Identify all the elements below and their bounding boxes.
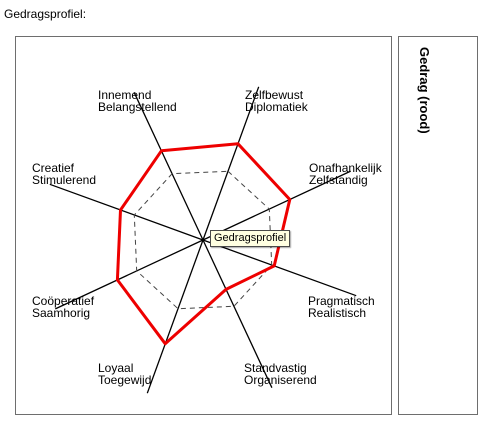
radar-axis-label: Zelfbewust Diplomatiek	[245, 88, 309, 114]
radar-axis-label: Pragmatisch Realistisch	[308, 294, 375, 320]
radar-axis-line	[133, 92, 204, 241]
radar-axis-label: Loyaal Toegewijd	[98, 361, 151, 387]
profile-polygon	[115, 142, 292, 346]
reference-polygon	[133, 170, 273, 310]
radar-axis-line	[49, 183, 204, 241]
radar-axis-label: Creatief Stimulerend	[32, 161, 96, 187]
radar-axis-label: Coöperatief Saamhorig	[32, 294, 95, 320]
radar-axis-label: Onafhankelijk Zelfstandig	[309, 161, 383, 187]
legend-panel: Gedrag (rood)	[398, 36, 478, 415]
radar-chart: Zelfbewust Diplomatiek Onafhankelijk Zelfst…	[32, 86, 383, 394]
radar-axis-line	[55, 239, 204, 310]
radar-axis-line	[202, 239, 273, 388]
radar-axis-line	[202, 239, 357, 297]
radar-axis-line	[202, 170, 351, 241]
section-title: Gedragsprofiel:	[4, 7, 87, 21]
radar-axis-line	[202, 86, 260, 241]
legend-label: Gedrag (rood)	[417, 47, 432, 134]
radar-axis-line	[146, 239, 204, 394]
radar-chart-panel: Zelfbewust Diplomatiek Onafhankelijk Zelfst…	[15, 36, 392, 415]
radar-axis-label: Standvastig Organiserend	[244, 361, 317, 387]
radar-axis-label: Innemend Belangstellend	[98, 88, 177, 114]
tooltip: Gedragsprofiel	[210, 230, 291, 247]
